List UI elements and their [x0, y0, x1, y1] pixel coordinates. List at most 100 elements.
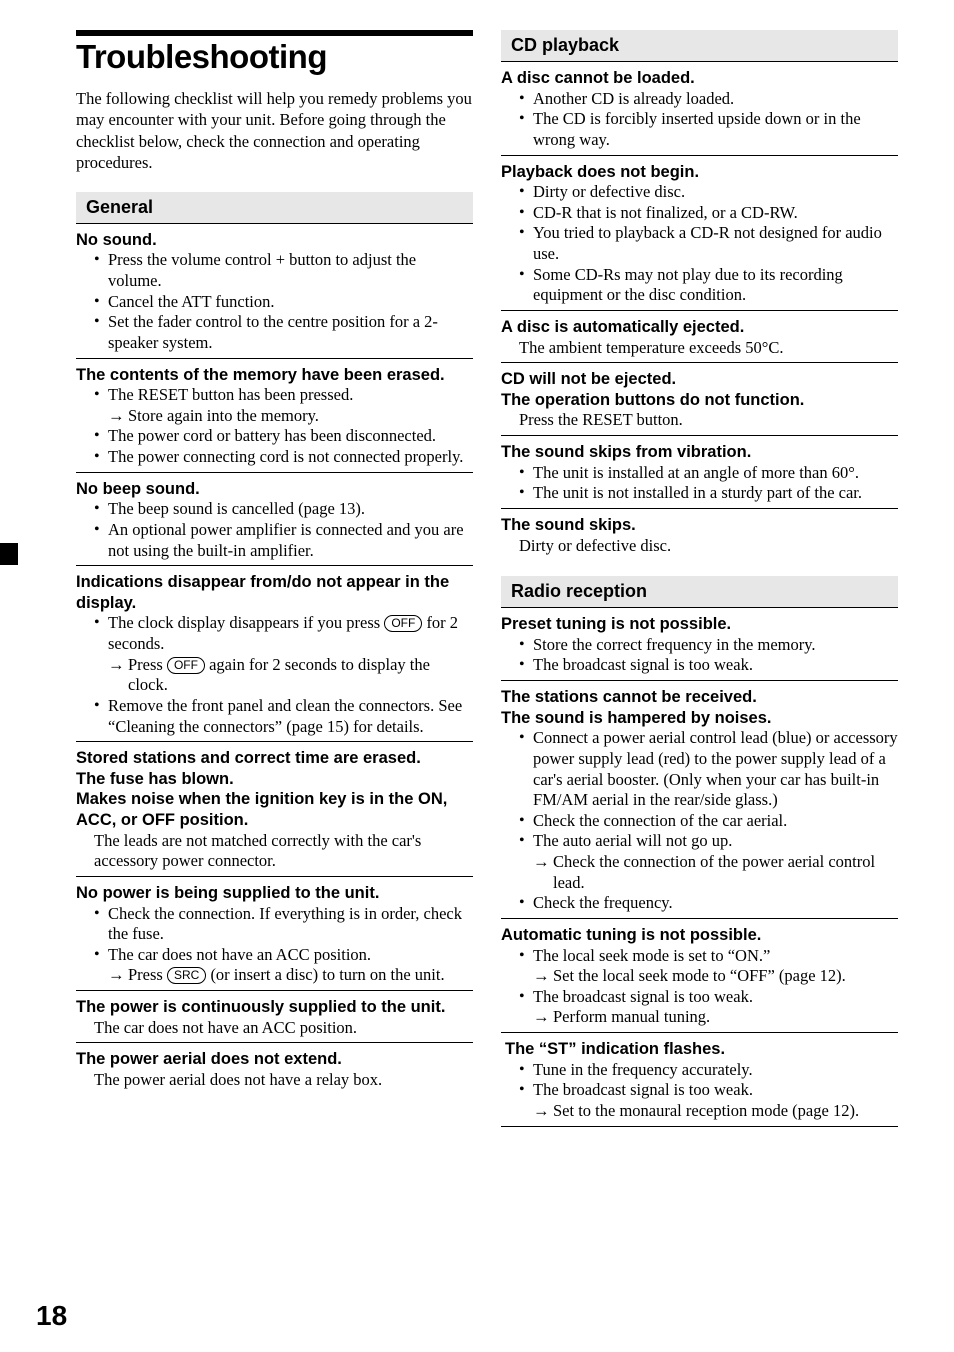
bullet-item: The unit is not installed in a sturdy pa… [501, 483, 898, 504]
issue-body-text: The power aerial does not have a relay b… [76, 1070, 473, 1091]
bullet-item: Dirty or defective disc. [501, 182, 898, 203]
issue-title: The stations cannot be received. [501, 687, 898, 708]
bullet-item: You tried to playback a CD-R not designe… [501, 223, 898, 264]
issue-title: The sound skips from vibration. [501, 442, 898, 463]
bullet-item: Check the connection of the car aerial. [501, 811, 898, 832]
bullet-item: Press the volume control + button to adj… [76, 250, 473, 291]
section-general-header: General [76, 192, 473, 224]
issue-bullets: Check the connection. If everything is i… [76, 904, 473, 966]
issue-body-text: The leads are not matched correctly with… [76, 831, 473, 872]
bullet-item: The broadcast signal is too weak. [501, 655, 898, 676]
bullet-item: The local seek mode is set to “ON.” [501, 946, 898, 967]
issue-memory-erased: The contents of the memory have been era… [76, 365, 473, 473]
left-column: Troubleshooting The following checklist … [76, 30, 473, 1127]
issue-title: Makes noise when the ignition key is in … [76, 789, 473, 830]
issue-title: Automatic tuning is not possible. [501, 925, 898, 946]
issue-bullets: Dirty or defective disc. CD-R that is no… [501, 182, 898, 306]
bullet-item: An optional power amplifier is connected… [76, 520, 473, 561]
issue-title: The operation buttons do not function. [501, 390, 898, 411]
arrow-action: Press SRC (or insert a disc) to turn on … [76, 965, 473, 986]
bullet-item: The beep sound is cancelled (page 13). [76, 499, 473, 520]
issue-cannot-load: A disc cannot be loaded. Another CD is a… [501, 68, 898, 156]
issue-no-sound: No sound. Press the volume control + but… [76, 230, 473, 359]
issue-preset: Preset tuning is not possible. Store the… [501, 614, 898, 681]
issue-no-begin: Playback does not begin. Dirty or defect… [501, 162, 898, 311]
issue-title: The sound is hampered by noises. [501, 708, 898, 729]
issue-body-text: Press the RESET button. [501, 410, 898, 431]
issue-title: A disc is automatically ejected. [501, 317, 898, 338]
off-button-icon: OFF [167, 657, 205, 674]
issue-auto-eject: A disc is automatically ejected. The amb… [501, 317, 898, 363]
bullet-item: Remove the front panel and clean the con… [76, 696, 473, 737]
issue-bullets: Check the frequency. [501, 893, 898, 914]
arrow-action: Set to the monaural reception mode (page… [501, 1101, 898, 1122]
bullet-item: Check the connection. If everything is i… [76, 904, 473, 945]
bullet-item: The power connecting cord is not connect… [76, 447, 473, 468]
issue-bullets: Tune in the frequency accurately. The br… [501, 1060, 898, 1101]
side-tab-marker [0, 543, 18, 565]
issue-title: No power is being supplied to the unit. [76, 883, 473, 904]
bullet-item: The broadcast signal is too weak. [501, 1080, 898, 1101]
bullet-item: Check the frequency. [501, 893, 898, 914]
issue-title: Preset tuning is not possible. [501, 614, 898, 635]
issue-title: The power is continuously supplied to th… [76, 997, 473, 1018]
section-radio-header: Radio reception [501, 576, 898, 608]
issue-bullets: Store the correct frequency in the memor… [501, 635, 898, 676]
issue-title: The power aerial does not extend. [76, 1049, 473, 1070]
arrow-action: Store again into the memory. [76, 406, 473, 427]
intro-paragraph: The following checklist will help you re… [76, 88, 473, 174]
bullet-item: Some CD-Rs may not play due to its recor… [501, 265, 898, 306]
issue-st-flash: The “ST” indication flashes. Tune in the… [501, 1039, 898, 1127]
issue-title: No beep sound. [76, 479, 473, 500]
bullet-item: The unit is installed at an angle of mor… [501, 463, 898, 484]
bullet-item: The car does not have an ACC position. [76, 945, 473, 966]
bullet-item: The RESET button has been pressed. [76, 385, 473, 406]
issue-bullets: Press the volume control + button to adj… [76, 250, 473, 353]
bullet-item: Store the correct frequency in the memor… [501, 635, 898, 656]
section-cd-header: CD playback [501, 30, 898, 62]
bullet-item: Cancel the ATT function. [76, 292, 473, 313]
issue-bullets: The clock display disappears if you pres… [76, 613, 473, 654]
heading-rule [76, 30, 473, 36]
two-column-layout: Troubleshooting The following checklist … [76, 30, 898, 1127]
bullet-item: Another CD is already loaded. [501, 89, 898, 110]
page-heading: Troubleshooting [76, 38, 473, 76]
bullet-item: CD-R that is not finalized, or a CD-RW. [501, 203, 898, 224]
issue-title: CD will not be ejected. [501, 369, 898, 390]
bullet-item: The CD is forcibly inserted upside down … [501, 109, 898, 150]
issue-cannot-receive: The stations cannot be received. The sou… [501, 687, 898, 919]
issue-title: Indications disappear from/do not appear… [76, 572, 473, 613]
issue-title: A disc cannot be loaded. [501, 68, 898, 89]
issue-skip-vibration: The sound skips from vibration. The unit… [501, 442, 898, 509]
arrow-action: Press OFF again for 2 seconds to display… [76, 655, 473, 696]
issue-title: Playback does not begin. [501, 162, 898, 183]
issue-title: Stored stations and correct time are era… [76, 748, 473, 769]
issue-no-beep: No beep sound. The beep sound is cancell… [76, 479, 473, 567]
bullet-item: Set the fader control to the centre posi… [76, 312, 473, 353]
issue-skips: The sound skips. Dirty or defective disc… [501, 515, 898, 560]
issue-bullets: Remove the front panel and clean the con… [76, 696, 473, 737]
manual-page: Troubleshooting The following checklist … [0, 0, 954, 1352]
bullet-item: Connect a power aerial control lead (blu… [501, 728, 898, 811]
bullet-item: Tune in the frequency accurately. [501, 1060, 898, 1081]
issue-aerial: The power aerial does not extend. The po… [76, 1049, 473, 1094]
text-fragment: (or insert a disc) to turn on the unit. [206, 965, 444, 984]
issue-title: The contents of the memory have been era… [76, 365, 473, 386]
issue-title: The “ST” indication flashes. [501, 1039, 898, 1060]
off-button-icon: OFF [384, 615, 422, 632]
bullet-item: The clock display disappears if you pres… [76, 613, 473, 654]
issue-bullets: The unit is installed at an angle of mor… [501, 463, 898, 504]
right-column: CD playback A disc cannot be loaded. Ano… [501, 30, 898, 1127]
page-number: 18 [36, 1300, 67, 1332]
text-fragment: Press [128, 965, 167, 984]
arrow-action: Check the connection of the power aerial… [501, 852, 898, 893]
issue-body-text: The car does not have an ACC position. [76, 1018, 473, 1039]
issue-no-power: No power is being supplied to the unit. … [76, 883, 473, 991]
issue-body-text: Dirty or defective disc. [501, 536, 898, 557]
issue-bullets: The RESET button has been pressed. [76, 385, 473, 406]
arrow-action: Set the local seek mode to “OFF” (page 1… [501, 966, 898, 987]
issue-power-continuous: The power is continuously supplied to th… [76, 997, 473, 1043]
issue-auto-tune: Automatic tuning is not possible. The lo… [501, 925, 898, 1033]
bullet-item: The auto aerial will not go up. [501, 831, 898, 852]
issue-title: The fuse has blown. [76, 769, 473, 790]
